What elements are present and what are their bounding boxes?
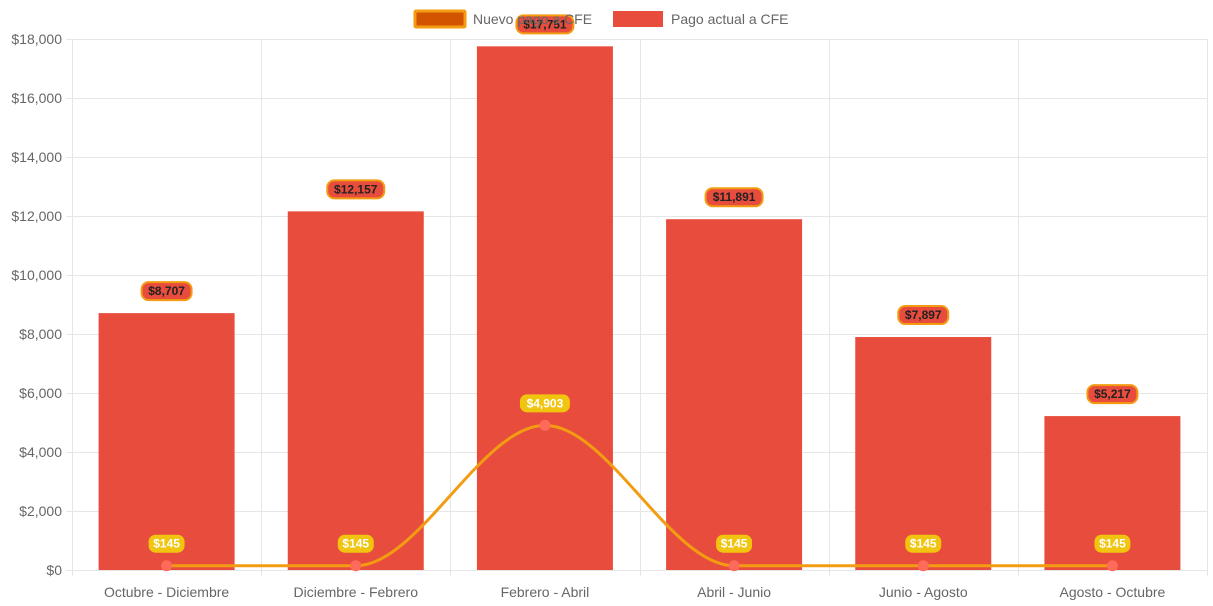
y-tick-label: $4,000 [19, 444, 62, 460]
line-series [161, 419, 1118, 572]
grid [66, 39, 1208, 576]
line-data-label-bg [1094, 534, 1131, 553]
y-tick-label: $6,000 [19, 385, 62, 401]
line-data-label-bg [337, 534, 374, 553]
legend-label-pago-actual: Pago actual a CFE [671, 11, 789, 27]
line-data-label: $145 [716, 534, 753, 553]
legend-label-nuevo-pago: Nuevo pago a CFE [473, 11, 592, 27]
line-data-label: $145 [905, 534, 942, 553]
x-tick-label: Diciembre - Febrero [294, 584, 419, 600]
line-point[interactable] [350, 560, 362, 572]
line-point[interactable] [917, 560, 929, 572]
line-data-label-bg [148, 534, 185, 553]
bar-data-label: $8,707 [140, 281, 193, 302]
x-tick-label: Agosto - Octubre [1060, 584, 1166, 600]
legend-swatch-line [413, 9, 467, 29]
line-point[interactable] [1106, 560, 1118, 572]
legend-item-nuevo-pago[interactable]: Nuevo pago a CFE [413, 9, 592, 29]
bar-data-label-bg [704, 187, 764, 208]
bar-data-label-text: $5,217 [1094, 387, 1131, 401]
bar-data-label: $12,157 [326, 179, 386, 200]
y-tick-label: $12,000 [11, 208, 62, 224]
bar[interactable] [476, 46, 613, 570]
bar-data-label: $11,891 [704, 187, 764, 208]
line-point[interactable] [161, 560, 173, 572]
bars [98, 46, 1181, 570]
line-data-label: $145 [148, 534, 185, 553]
line-data-label-text: $145 [342, 537, 369, 551]
bar-data-label: $5,217 [1086, 384, 1139, 405]
line-data-label-text: $145 [153, 537, 180, 551]
line-data-label-text: $145 [1099, 537, 1126, 551]
line-data-label-text: $145 [721, 537, 748, 551]
x-tick-label: Febrero - Abril [501, 584, 590, 600]
series-line-nuevo-pago [166, 423, 1113, 568]
y-tick-label: $16,000 [11, 90, 62, 106]
bar-data-labels: $8,707 $12,157 $17,751 $11,891 $7,897 $5,217 [140, 14, 1139, 405]
line-data-label: $145 [337, 534, 374, 553]
line-data-label-text: $145 [910, 537, 937, 551]
line-data-label-bg [905, 534, 942, 553]
bar-data-label-text: $11,891 [713, 190, 756, 204]
line-point[interactable] [728, 560, 740, 572]
bar-data-label-text: $17,751 [523, 17, 567, 31]
line-data-label: $145 [1094, 534, 1131, 553]
x-tick-label: Abril - Junio [697, 584, 771, 600]
line-data-label: $4,903 [519, 394, 570, 413]
y-tick-label: $18,000 [11, 31, 62, 47]
y-tick-label: $14,000 [11, 149, 62, 165]
bar[interactable] [287, 211, 424, 570]
bar-data-label-bg [326, 179, 386, 200]
bar-data-label: $7,897 [897, 305, 950, 326]
y-tick-label: $0 [46, 562, 62, 578]
line-data-label-bg [716, 534, 753, 553]
line-data-label-text: $4,903 [527, 396, 564, 410]
bar-data-label-text: $12,157 [334, 182, 378, 196]
x-tick-label: Octubre - Diciembre [104, 584, 229, 600]
line-data-label-bg [519, 394, 570, 413]
bar[interactable] [666, 219, 803, 570]
bar-data-label-text: $8,707 [148, 284, 185, 298]
bar-data-label-bg [140, 281, 193, 302]
bar-data-label-bg [1086, 384, 1139, 405]
line-point[interactable] [539, 419, 551, 431]
y-axis: $0 $2,000 $4,000 $6,000 $8,000 $10,000 $12,000… [11, 31, 62, 578]
y-tick-label: $10,000 [11, 267, 62, 283]
x-axis: Octubre - Diciembre Diciembre - Febrero Fe… [104, 584, 1166, 600]
y-tick-label: $2,000 [19, 503, 62, 519]
bar-data-label-bg [897, 305, 950, 326]
bar-data-label-text: $7,897 [905, 308, 942, 322]
y-tick-label: $8,000 [19, 326, 62, 342]
bar[interactable] [855, 337, 992, 570]
legend-swatch-bar [613, 11, 663, 27]
line-data-labels: $145 $145 $4,903 $145 $145 $145 [148, 394, 1131, 553]
bar-data-label: $17,751 [515, 14, 575, 35]
legend: Nuevo pago a CFE Pago actual a CFE [413, 9, 789, 29]
bar-data-label-bg [515, 14, 575, 35]
bar[interactable] [98, 313, 235, 570]
legend-item-pago-actual[interactable]: Pago actual a CFE [613, 11, 789, 27]
x-tick-label: Junio - Agosto [879, 584, 968, 600]
